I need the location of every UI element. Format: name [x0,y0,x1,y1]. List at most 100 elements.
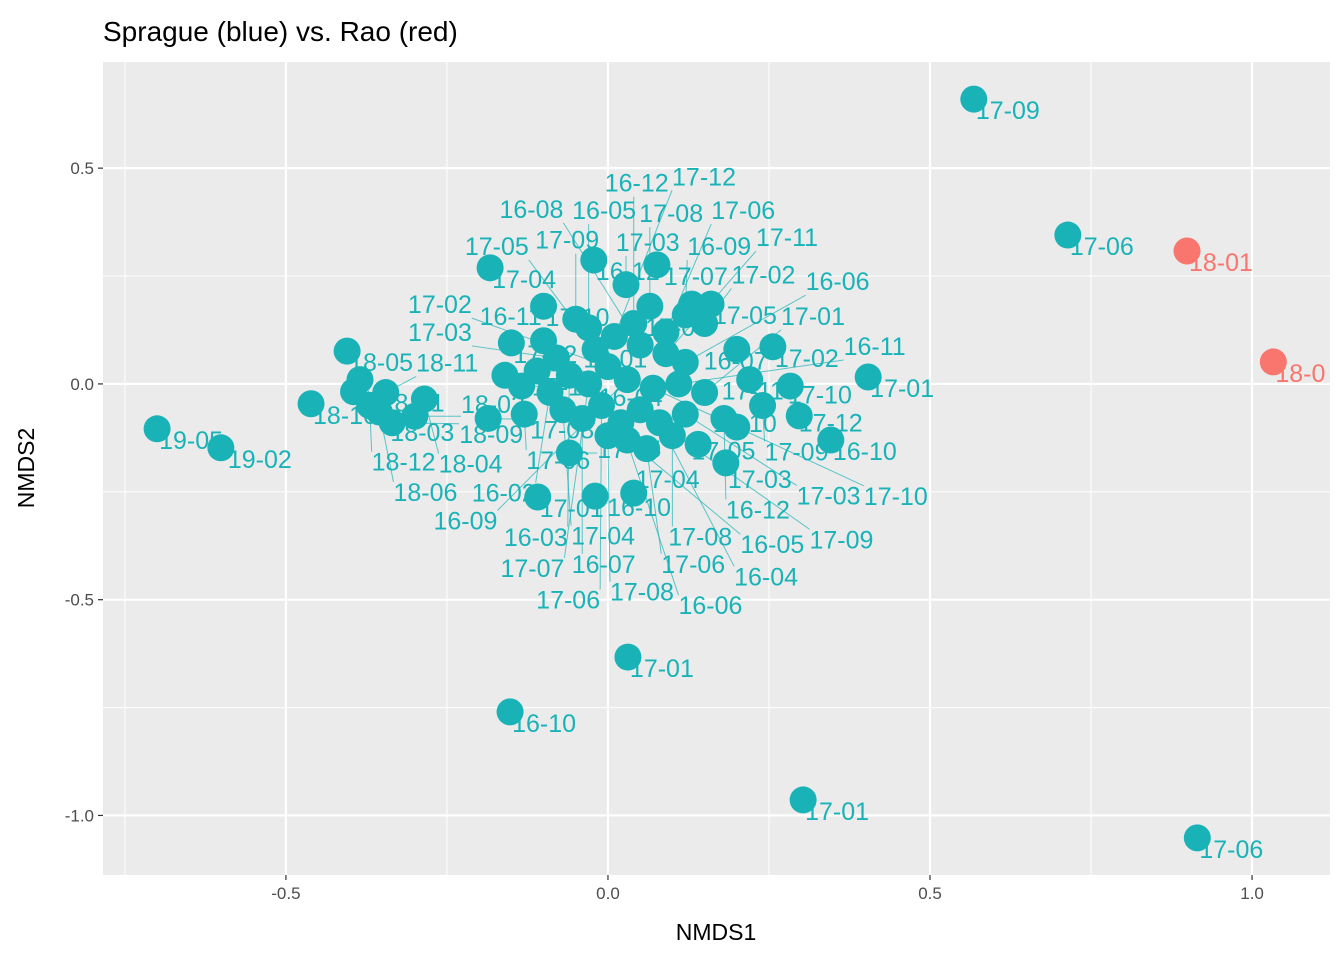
data-label: 17-11 [756,224,818,252]
data-label: 17-09 [976,97,1040,125]
data-label: 18-06 [393,479,457,507]
data-point [588,391,616,419]
data-label: 16-02 [472,480,536,508]
data-label: 16-07 [572,551,636,579]
data-label: 17-05 [713,302,777,330]
data-label: 19-05 [159,427,223,455]
data-label: 17-02 [731,261,795,289]
data-point [568,404,596,432]
data-label: 17-09 [765,438,829,466]
data-point [524,483,552,511]
data-label: 17-09 [809,526,873,554]
data-point [1259,348,1287,376]
data-point [581,482,609,510]
data-label: 17-01 [870,375,934,403]
data-point [691,310,719,338]
data-label: 16-06 [678,592,742,620]
data-point [474,404,502,432]
data-label: 16-10 [713,410,777,438]
data-label: 18-10 [313,402,377,430]
data-label: 17-12 [799,410,863,438]
label-leader-line [562,409,572,526]
data-point [580,246,608,274]
data-label: 17-10 [788,382,852,410]
data-point [643,251,671,279]
data-label: 17-12 [513,341,577,369]
data-label: 17-04 [636,466,700,494]
chart-title: Sprague (blue) vs. Rao (red) [103,16,458,47]
data-point [378,409,406,437]
data-label: 16-11 [480,303,542,331]
data-label: 16-12 [726,496,790,524]
data-point [1173,237,1201,265]
data-label: 17-08 [610,579,674,607]
data-label: 18-05 [349,349,413,377]
y-tick-label: 0.5 [70,159,94,178]
data-label: 17-08 [668,523,732,551]
data-label: 17-05 [691,437,755,465]
data-label: 17-01 [805,798,869,826]
data-point [1183,824,1211,852]
data-label: 17-04 [571,523,635,551]
x-tick-label: 0.5 [918,884,942,903]
data-label: 19-02 [228,446,292,474]
data-label: 16-06 [806,268,870,296]
labels-layer: 17-06 18-0 18-01 19-05 17-06 17-01 17-09 19-02 1… [159,97,1325,864]
data-label: 17-03 [616,229,680,257]
data-point [497,329,525,357]
data-label: 17-07 [664,263,728,291]
data-label: 17-06 [711,197,775,225]
data-point [626,396,654,424]
data-label: 17-01 [630,655,694,683]
data-label: 18-04 [439,451,503,479]
data-label: 16-05 [572,197,636,225]
data-point [613,366,641,394]
data-point [1054,221,1082,249]
data-label: 16-05 [740,531,804,559]
data-label: 16-09 [687,233,751,261]
data-point [555,439,583,467]
x-axis-title: NMDS1 [676,919,757,945]
data-label: 16-12 [596,258,660,286]
data-label: 16-10 [512,710,576,738]
data-label: 17-02 [408,291,472,319]
data-label: 16-10 [833,438,897,466]
data-label: 17-01 [540,495,604,523]
data-point [723,335,751,363]
data-point [476,254,504,282]
data-point [372,379,400,407]
data-point [671,400,699,428]
data-point [510,400,538,428]
label-leader-line [685,294,806,363]
data-point [776,372,804,400]
data-point [723,413,751,441]
data-point [684,430,712,458]
data-point [749,391,777,419]
data-point [620,310,648,338]
data-label: 17-08 [639,200,703,228]
data-label: 16-08 [499,196,563,224]
data-point [575,370,603,398]
x-tick-label: 1.0 [1240,884,1264,903]
data-label: 17-04 [645,314,709,342]
data-point [652,318,680,346]
y-tick-label: -0.5 [65,591,94,610]
label-leader-line [684,413,797,486]
data-label: 18-01 [1189,249,1253,277]
data-label: 17-04 [492,266,556,294]
axis-ticks: -0.5 0.0 0.5 1.0 0.5 0.0 -0.5 -1.0 [65,159,1264,903]
data-point [575,314,603,342]
data-label: 16-03 [504,524,568,552]
data-label: 17-10 [546,304,610,332]
data-point [600,322,628,350]
data-label: 17-11 [532,373,594,401]
data-label: 17-07 [500,555,564,583]
data-label: 18-0 [1275,360,1325,388]
data-label: 16-12 [605,170,669,198]
x-tick-label: 0.0 [596,884,620,903]
data-label: 17-06 [536,586,600,614]
data-label: 16-07 [704,347,768,375]
data-point [333,337,361,365]
data-label: 17-05 [597,436,661,464]
data-point [789,786,817,814]
